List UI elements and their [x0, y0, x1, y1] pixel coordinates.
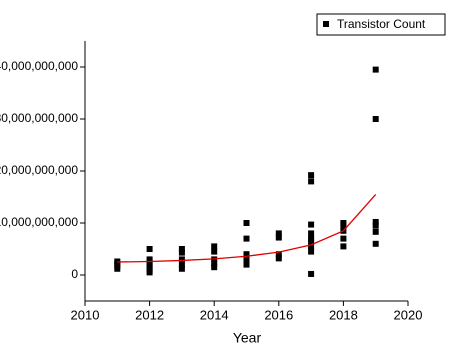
y-tick-label: 10,000,000,000: [0, 215, 78, 229]
point: [308, 243, 315, 250]
point: [211, 248, 218, 255]
point: [340, 235, 347, 242]
point: [243, 256, 250, 263]
point: [275, 234, 282, 241]
point: [308, 230, 315, 237]
point: [372, 66, 379, 73]
x-tick-label: 2018: [329, 307, 358, 322]
x-tick-label: 2020: [394, 307, 423, 322]
x-tick-label: 2012: [135, 307, 164, 322]
legend-box: [316, 13, 446, 36]
point: [308, 238, 315, 245]
point: [243, 235, 250, 242]
x-tick-label: 2016: [264, 307, 293, 322]
point: [275, 251, 282, 258]
point: [275, 255, 282, 262]
point: [372, 228, 379, 235]
point: [340, 243, 347, 250]
point: [308, 221, 315, 228]
x-tick-label: 2010: [71, 307, 100, 322]
point: [211, 260, 218, 267]
point: [340, 222, 347, 229]
point: [114, 265, 121, 272]
legend-label: Transistor Count: [337, 17, 426, 31]
point: [146, 269, 153, 276]
point: [146, 246, 153, 252]
y-tick-label: 0: [71, 267, 78, 281]
point: [178, 249, 185, 256]
point: [243, 251, 250, 258]
point: [308, 172, 315, 179]
point: [178, 261, 185, 268]
point: [243, 261, 250, 268]
point: [211, 243, 218, 250]
point: [372, 222, 379, 229]
y-tick-label: 30,000,000,000: [0, 111, 78, 125]
legend-marker: [323, 21, 329, 27]
point: [178, 256, 185, 263]
x-axis-label: Year: [233, 330, 262, 346]
y-tick-label: 20,000,000,000: [0, 163, 78, 177]
point: [178, 265, 185, 272]
point: [275, 230, 282, 237]
x-tick-label: 2014: [200, 307, 229, 322]
point: [308, 248, 315, 255]
fit-line: [117, 193, 377, 263]
point: [372, 240, 379, 247]
point: [308, 270, 315, 277]
point: [243, 220, 250, 226]
point: [211, 264, 218, 271]
point: [178, 246, 185, 252]
point: [372, 116, 379, 122]
point: [308, 178, 315, 185]
y-tick-label: 40,000,000,000: [0, 59, 78, 73]
point: [372, 218, 379, 225]
point: [114, 262, 121, 269]
